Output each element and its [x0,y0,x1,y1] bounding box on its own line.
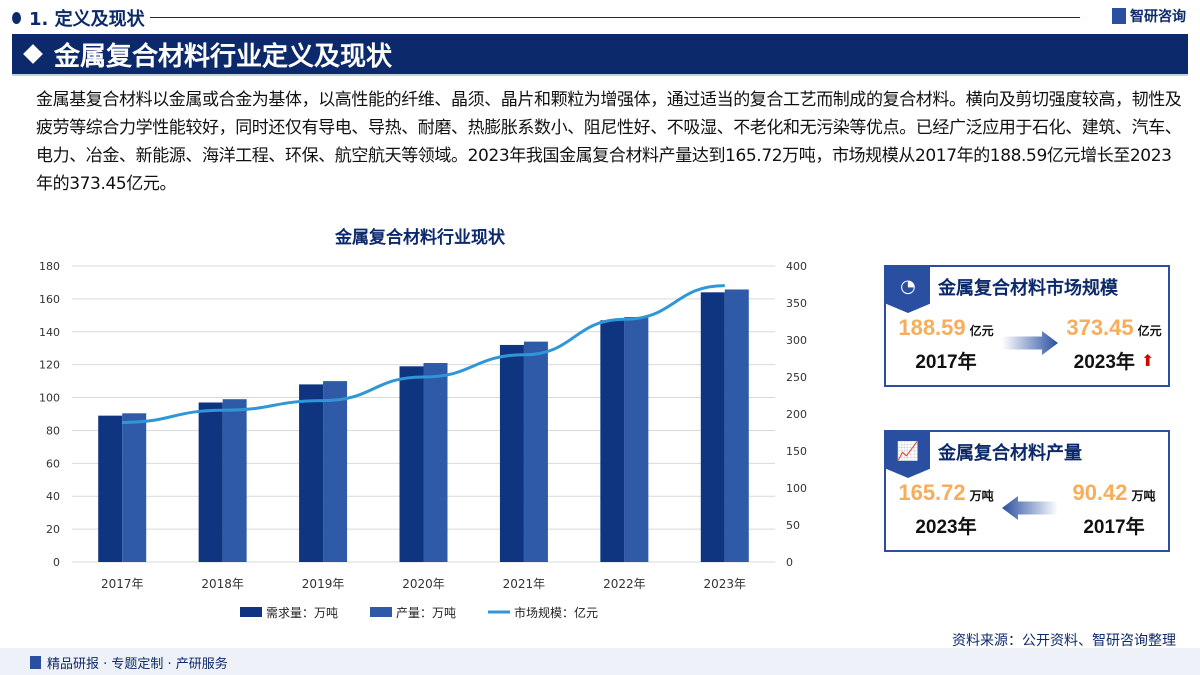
y-right-tick: 0 [786,556,793,569]
footer-slogan: 精品研报 · 专题定制 · 产研服务 [30,653,228,672]
y-left-tick: 100 [39,392,60,405]
bar-production [423,363,448,562]
y-right-tick: 200 [786,408,807,421]
divider [150,17,1080,18]
y-right-tick: 350 [786,297,807,310]
from-year: 2017年 [915,352,977,373]
y-left-tick: 140 [39,326,60,339]
right-value: 90.42 [1072,480,1128,505]
bar-production [724,289,749,562]
y-left-tick: 120 [39,359,60,372]
bar-production [122,413,147,562]
brand-name: 智研咨询 [1130,9,1186,25]
x-tick: 2021年 [503,577,546,591]
pie-chart-icon: ◔ [886,267,930,313]
legend-swatch [240,607,262,617]
left-unit: 万吨 [969,489,994,503]
bar-demand [198,402,223,562]
x-tick: 2022年 [603,577,646,591]
output-card: 📈 金属复合材料产量 165.72 万吨 2023年 90.42 万吨 2017年 [884,430,1170,552]
x-tick: 2017年 [101,577,144,591]
footer-text: 精品研报 · 专题定制 · 产研服务 [47,657,228,672]
right-group: 90.42 万吨 2017年 [1060,480,1168,539]
section-heading: 1. 定义及现状 [12,6,145,30]
y-right-tick: 400 [786,260,807,273]
y-left-tick: 20 [46,523,60,536]
logo-icon [30,656,41,669]
right-year: 2017年 [1083,517,1145,538]
y-left-tick: 160 [39,293,60,306]
y-right-tick: 150 [786,445,807,458]
bar-demand [299,384,324,562]
up-arrow-icon: ⬆ [1140,351,1155,370]
to-value: 373.45 [1066,315,1134,340]
title-banner: 金属复合材料行业定义及现状 [12,34,1188,76]
bar-demand [399,366,424,562]
y-left-tick: 40 [46,490,60,503]
card-title: 金属复合材料产量 [938,443,1082,464]
right-unit: 万吨 [1131,489,1156,503]
brand-logo: 智研咨询 [1112,6,1186,26]
bar-production [523,341,548,562]
bar-demand [700,292,725,562]
from-unit: 亿元 [969,324,994,338]
legend-label: 需求量：万吨 [266,606,338,620]
source-note: 资料来源：公开资料、智研咨询整理 [952,633,1176,649]
x-tick: 2020年 [402,577,445,591]
bar-production [624,316,649,562]
y-left-tick: 0 [53,556,60,569]
bullet-icon [12,12,21,24]
bar-production [323,381,348,562]
x-tick: 2019年 [302,577,345,591]
legend-label: 产量：万吨 [396,606,456,620]
y-left-tick: 60 [46,457,60,470]
y-right-tick: 50 [786,519,800,532]
to-group: 373.45 亿元 2023年 ⬆ [1060,315,1168,374]
from-value: 188.59 [898,315,966,340]
from-group: 188.59 亿元 2017年 [892,315,1000,374]
y-right-tick: 250 [786,371,807,384]
chart-title: 金属复合材料行业现状 [334,227,506,248]
combo-chart: 金属复合材料行业现状 0 20 40 60 80 100 120 140 160 180 0 50 100… [39,227,807,620]
page-title: 金属复合材料行业定义及现状 [54,41,393,72]
left-value: 165.72 [898,480,966,505]
card-title: 金属复合材料市场规模 [938,278,1118,299]
section-title: 1. 定义及现状 [29,9,145,30]
logo-icon [1112,8,1126,24]
line-market-size [122,284,725,424]
bar-growth-icon: 📈 [886,432,930,478]
arrow-left-icon [1002,496,1058,520]
to-year: 2023年 [1073,352,1135,373]
to-unit: 亿元 [1137,324,1162,338]
x-tick: 2018年 [201,577,244,591]
arrow-right-icon [1002,331,1058,355]
bar-demand [499,344,524,562]
market-size-card: ◔ 金属复合材料市场规模 188.59 亿元 2017年 373.45 亿元 2023… [884,265,1170,387]
left-group: 165.72 万吨 2023年 [892,480,1000,539]
x-tick: 2023年 [704,577,747,591]
y-right-tick: 300 [786,334,807,347]
bar-demand [98,415,123,562]
footer-bar [0,648,1200,675]
legend-label: 市场规模：亿元 [514,605,598,620]
bar-demand [600,320,625,562]
diamond-icon [23,44,43,64]
description-paragraph: 金属基复合材料以金属或合金为基体，以高性能的纤维、晶须、晶片和颗粒为增强体，通过… [36,90,1182,194]
left-year: 2023年 [915,517,977,538]
y-left-tick: 80 [46,424,60,437]
bar-production [222,399,247,562]
legend-swatch [370,607,392,617]
y-left-tick: 180 [39,260,60,273]
y-right-tick: 100 [786,482,807,495]
